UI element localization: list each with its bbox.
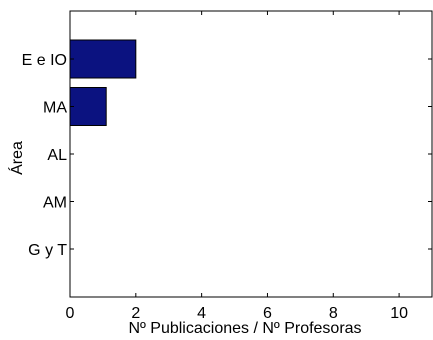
x-tick-label: 8 [329, 305, 338, 322]
x-tick-label: 0 [66, 305, 75, 322]
y-tick-label: AM [43, 195, 67, 212]
x-tick-label: 6 [263, 305, 272, 322]
x-tick-labels: 0 2 4 6 8 10 [66, 305, 409, 322]
x-tick-label: 10 [390, 305, 408, 322]
x-tick-label: 4 [197, 305, 206, 322]
y-tick-label: E e IO [22, 52, 67, 69]
y-tick-labels: E e IO MA AL AM G y T [22, 52, 68, 259]
y-tick-label: AL [47, 147, 67, 164]
ticks-group [69, 11, 432, 297]
x-axis-label: Nº Publicaciones / Nº Profesoras [128, 320, 361, 337]
x-tick-label: 2 [131, 305, 140, 322]
y-tick-label: MA [43, 100, 67, 117]
y-tick-label: G y T [28, 242, 67, 259]
bars-group [69, 39, 137, 126]
bar-e-e-io [69, 39, 137, 79]
bar-ma [69, 87, 107, 126]
y-axis-label: Área [7, 141, 26, 175]
